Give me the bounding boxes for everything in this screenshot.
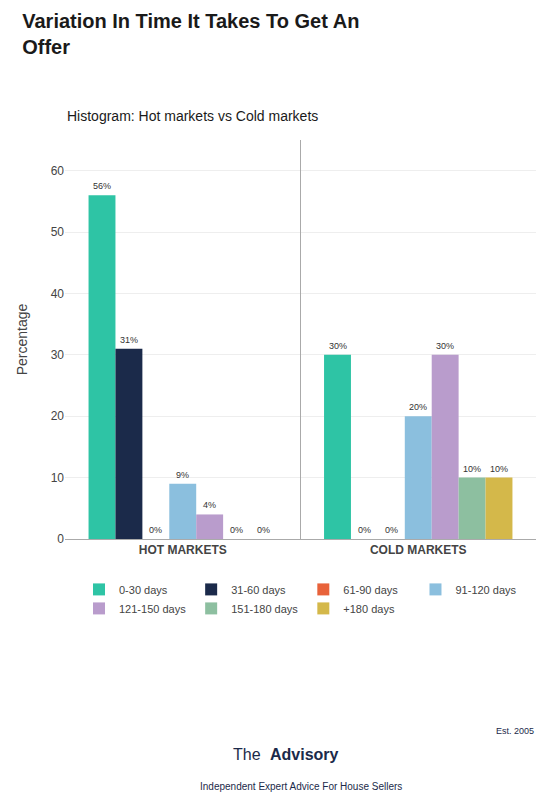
- svg-text:0%: 0%: [257, 525, 270, 535]
- svg-text:The: The: [233, 746, 261, 763]
- svg-text:0%: 0%: [385, 525, 398, 535]
- svg-text:Variation In Time It Takes To: Variation In Time It Takes To Get AnOffe…: [22, 10, 359, 58]
- svg-text:20: 20: [51, 409, 65, 423]
- svg-text:Percentage: Percentage: [14, 303, 30, 375]
- svg-text:31-60 days: 31-60 days: [231, 584, 286, 596]
- svg-text:4%: 4%: [203, 500, 216, 510]
- svg-text:20%: 20%: [409, 402, 427, 412]
- svg-text:30%: 30%: [329, 341, 347, 351]
- svg-text:40: 40: [51, 287, 65, 301]
- svg-text:0%: 0%: [149, 525, 162, 535]
- svg-text:10: 10: [51, 471, 65, 485]
- svg-text:10%: 10%: [490, 464, 508, 474]
- svg-text:HOT MARKETS: HOT MARKETS: [139, 543, 227, 557]
- svg-text:+180 days: +180 days: [343, 603, 395, 615]
- svg-text:Histogram: Hot markets vs Cold: Histogram: Hot markets vs Cold markets: [67, 108, 318, 124]
- svg-text:60: 60: [51, 164, 65, 178]
- svg-text:151-180 days: 151-180 days: [231, 603, 298, 615]
- svg-text:0-30 days: 0-30 days: [119, 584, 168, 596]
- svg-text:COLD MARKETS: COLD MARKETS: [370, 543, 467, 557]
- svg-text:61-90 days: 61-90 days: [343, 584, 398, 596]
- svg-text:0%: 0%: [358, 525, 371, 535]
- svg-text:30: 30: [51, 348, 65, 362]
- svg-text:30%: 30%: [436, 341, 454, 351]
- svg-text:Advisory: Advisory: [270, 746, 339, 763]
- svg-text:56%: 56%: [93, 181, 111, 191]
- svg-text:0: 0: [57, 532, 64, 546]
- svg-text:0%: 0%: [230, 525, 243, 535]
- svg-text:31%: 31%: [120, 335, 138, 345]
- svg-text:10%: 10%: [463, 464, 481, 474]
- svg-text:91-120 days: 91-120 days: [455, 584, 516, 596]
- svg-text:Independent Expert Advice For: Independent Expert Advice For House Sell…: [200, 781, 402, 792]
- svg-text:121-150 days: 121-150 days: [119, 603, 186, 615]
- svg-text:Est. 2005: Est. 2005: [496, 726, 534, 736]
- svg-text:9%: 9%: [176, 470, 189, 480]
- svg-text:50: 50: [51, 225, 65, 239]
